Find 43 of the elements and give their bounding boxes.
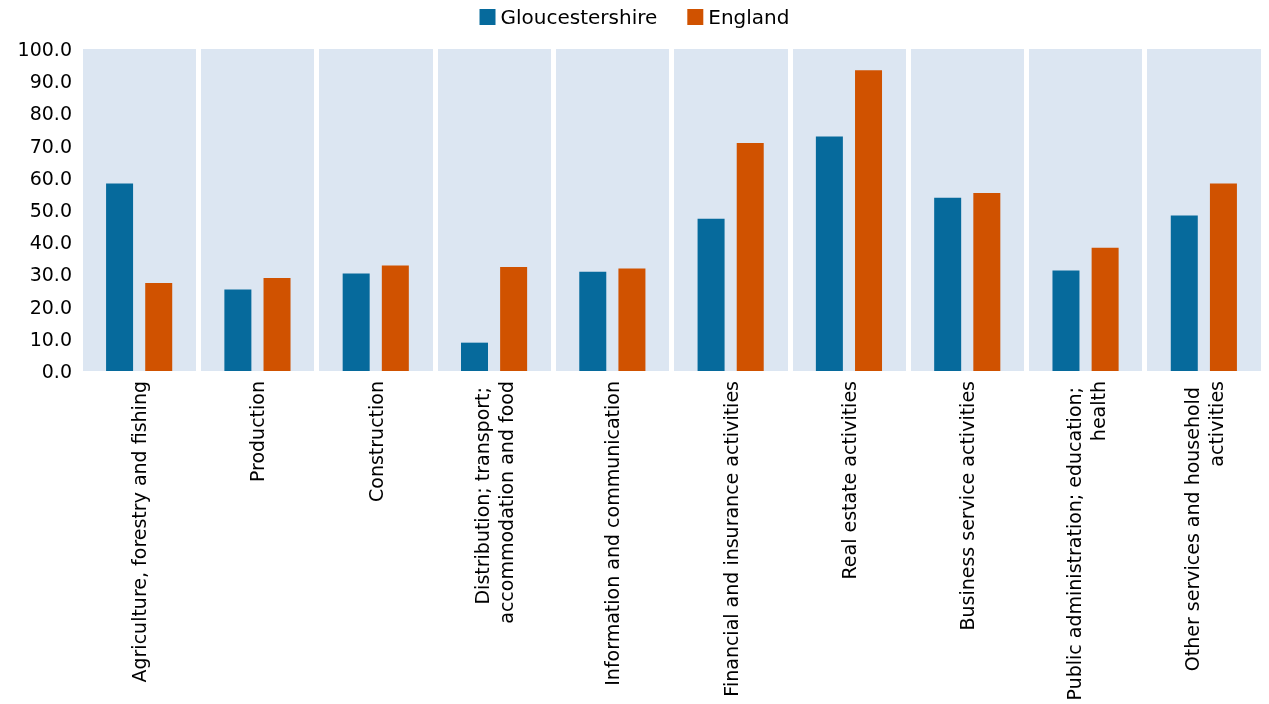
bar	[855, 70, 883, 371]
bar	[934, 197, 962, 371]
bar	[1170, 215, 1198, 371]
x-tick-label: Construction	[364, 381, 387, 502]
bar	[1209, 183, 1237, 371]
y-tick-label: 90.0	[29, 70, 72, 93]
y-tick-label: 10.0	[29, 327, 72, 350]
bar	[1052, 270, 1080, 371]
legend-label: Gloucestershire	[500, 5, 658, 29]
bar	[973, 192, 1001, 371]
legend-label: England	[708, 5, 790, 29]
bar	[618, 268, 646, 371]
y-tick-label: 50.0	[29, 199, 72, 221]
y-tick-label: 40.0	[29, 231, 72, 254]
x-tick-label: Financial and insurance activities	[719, 381, 742, 697]
bar	[697, 218, 725, 371]
bar	[381, 265, 409, 371]
y-tick-label: 80.0	[29, 102, 72, 125]
x-tick-label: Real estate activities	[837, 381, 860, 580]
bar	[106, 183, 134, 371]
x-tick-label: Production	[246, 381, 269, 483]
bar	[263, 277, 291, 371]
bar	[579, 271, 607, 371]
y-tick-label: 20.0	[29, 295, 72, 318]
x-tick-label: Agriculture, forestry and fishing	[128, 381, 151, 683]
bar	[815, 136, 843, 371]
y-tick-label: 30.0	[29, 263, 72, 286]
x-tick-label: Information and communication	[601, 381, 624, 686]
bar	[460, 342, 488, 371]
bar	[224, 289, 252, 371]
bar	[342, 273, 370, 371]
x-tick-label: Public administration; education; health	[1062, 381, 1109, 701]
x-tick-label: Business service activities	[956, 381, 979, 631]
y-tick-label: 60.0	[29, 166, 72, 189]
bar	[736, 143, 764, 371]
y-tick-label: 70.0	[29, 134, 72, 157]
x-tick-label: Distribution; transport; accommodation and food	[471, 381, 518, 624]
bar	[145, 283, 173, 371]
bar	[500, 266, 528, 371]
y-tick-label: 0.0	[41, 360, 72, 382]
x-tick-label: Other services and household activities	[1180, 381, 1227, 672]
y-tick-label: 100.0	[17, 38, 72, 60]
bar	[1091, 247, 1119, 371]
